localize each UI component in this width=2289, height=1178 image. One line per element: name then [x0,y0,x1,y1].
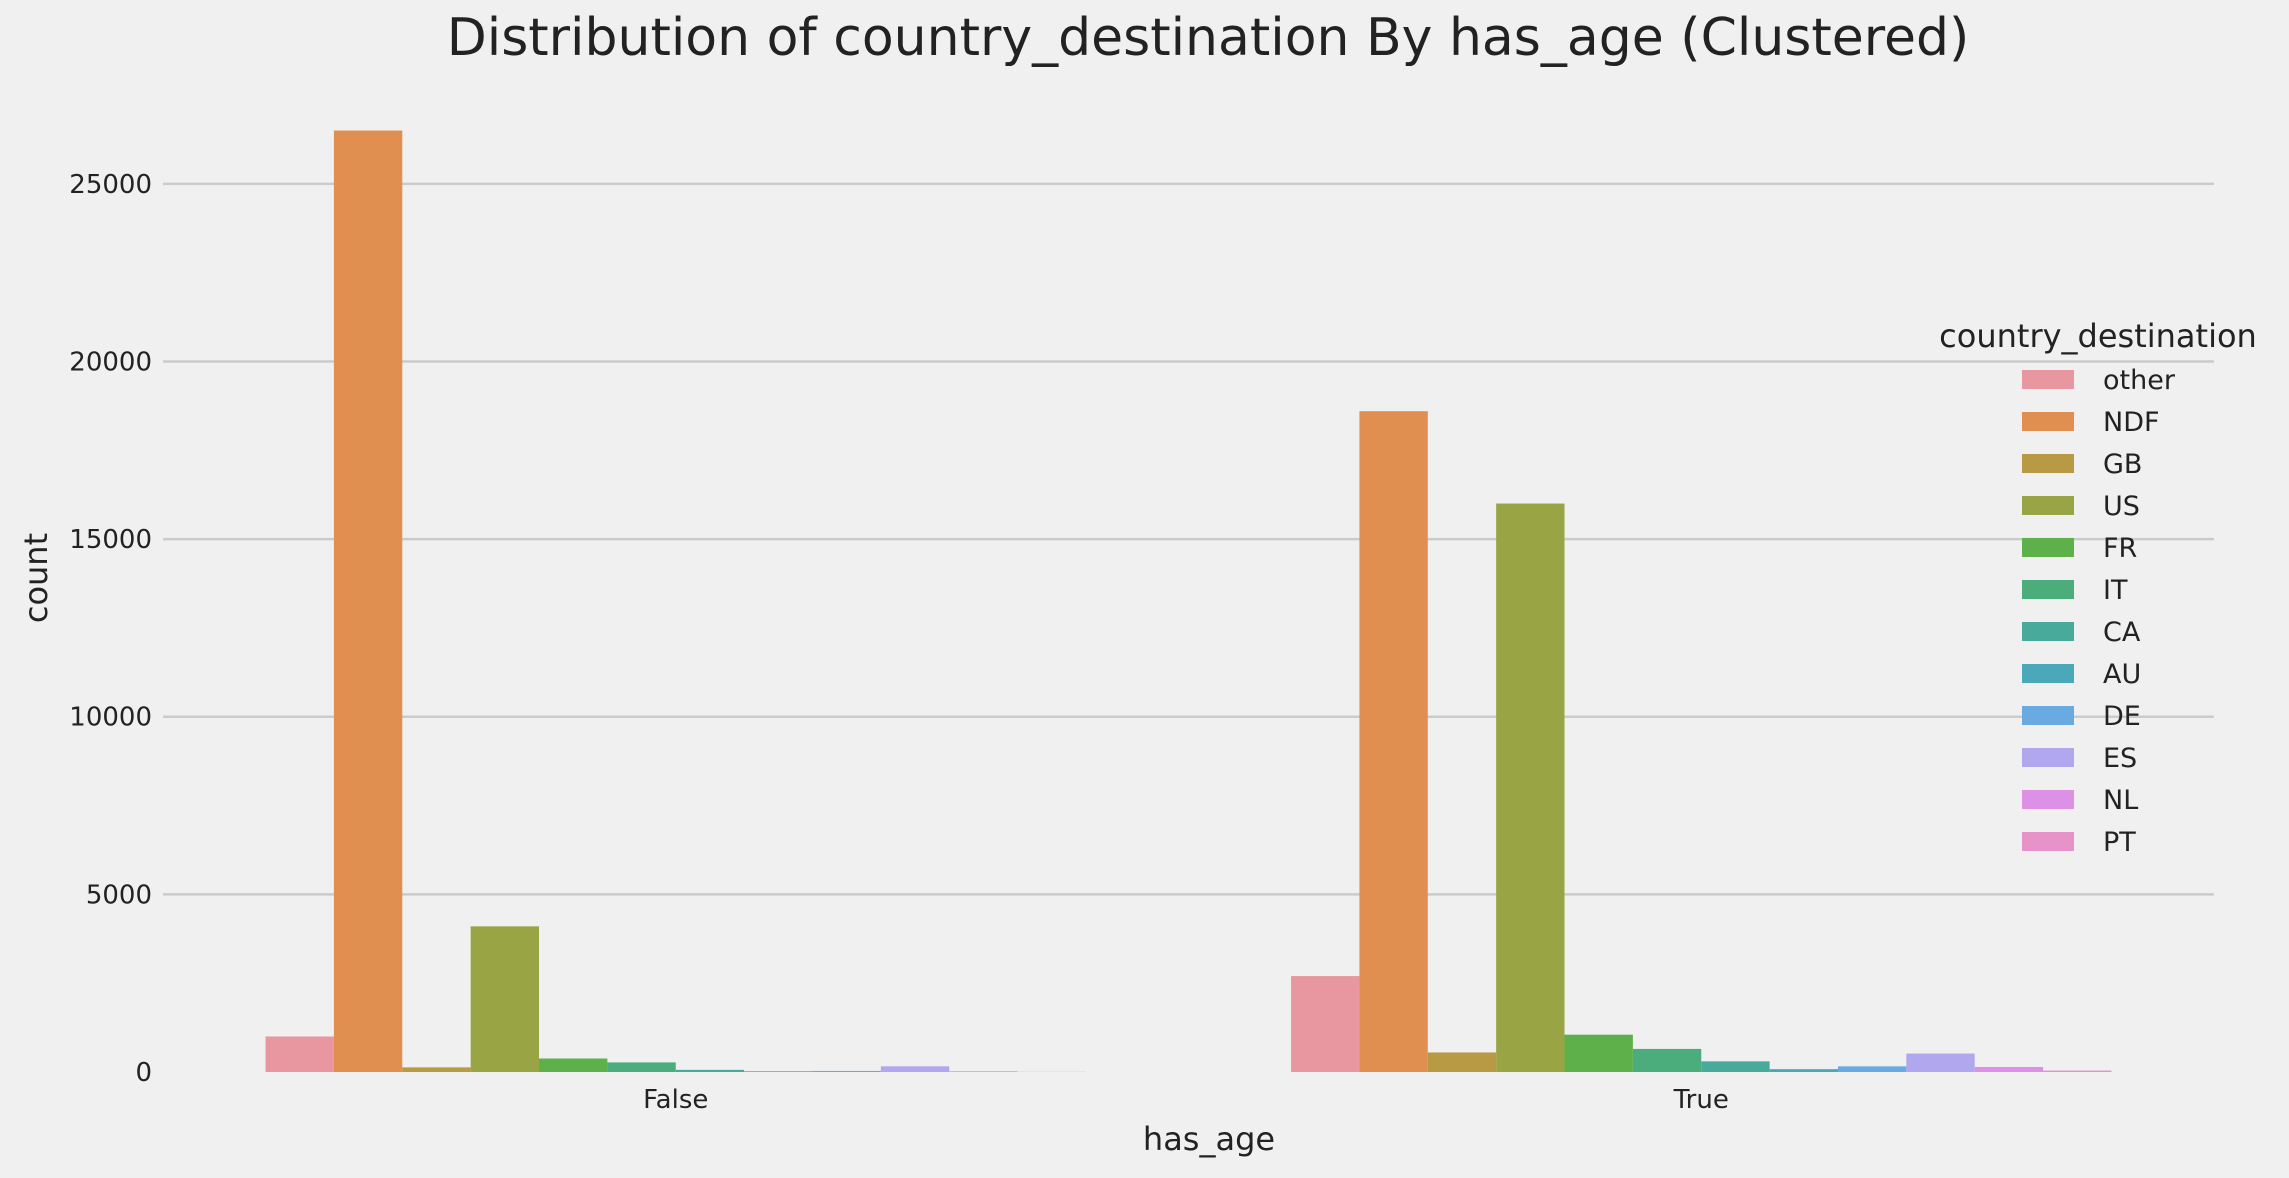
legend-swatch-IT [2022,580,2074,599]
bar-ES-True [1906,1053,1975,1072]
bar-CA-True [1701,1061,1770,1072]
bar-other-True [1291,976,1360,1072]
x-tick-label-False: False [643,1085,708,1115]
bar-other-False [265,1036,334,1072]
bar-US-True [1496,503,1565,1073]
legend-swatch-ES [2022,748,2074,767]
bar-DE-True [1837,1066,1907,1072]
bar-NDF-False [333,130,403,1072]
legend-label-US: US [2103,491,2140,522]
bar-NL-True [1974,1067,2044,1072]
bar-DE-False [812,1070,881,1072]
legend-swatch-AU [2022,664,2074,683]
legend-swatch-GB [2022,454,2074,473]
legend-label-PT: PT [2103,827,2136,858]
legend-swatch-US [2022,496,2074,515]
legend-swatch-DE [2022,706,2074,725]
bar-FR-True [1564,1034,1633,1072]
bar-IT-False [607,1062,676,1072]
bar-ES-False [880,1066,950,1072]
bar-AU-True [1769,1069,1838,1072]
y-tick-label-25000: 25000 [69,170,152,200]
legend-label-NL: NL [2103,785,2138,816]
legend: country_destination other NDF GB US FR IT CA AU… [1939,317,2257,858]
legend-label-CA: CA [2103,617,2141,648]
legend-swatch-FR [2022,538,2074,557]
legend-label-ES: ES [2103,743,2137,774]
y-tick-label-20000: 20000 [69,347,152,377]
bar-AU-False [744,1071,813,1072]
y-tick-label-10000: 10000 [69,703,152,733]
y-tick-label-5000: 5000 [86,880,152,910]
legend-swatch-CA [2022,622,2074,641]
bar-US-False [470,926,540,1072]
legend-label-IT: IT [2103,575,2128,606]
legend-label-FR: FR [2103,533,2137,564]
bar-FR-False [539,1058,608,1072]
gridlines [163,182,2214,896]
x-axis-label: has_age [1143,1120,1275,1158]
legend-label-DE: DE [2103,701,2141,732]
x-tick-label-True: True [1673,1085,1729,1115]
y-axis-label: count [17,533,55,623]
bar-GB-False [402,1067,471,1072]
bars [265,130,2112,1073]
legend-label-NDF: NDF [2103,407,2160,438]
x-axis-ticks: False True [643,1085,1729,1115]
bar-IT-True [1632,1048,1702,1072]
y-tick-label-15000: 15000 [69,525,152,555]
bar-NL-False [949,1071,1018,1072]
legend-title: country_destination [1939,317,2257,355]
chart-title: Distribution of country_destination By h… [446,8,1970,68]
y-axis-ticks: 0 5000 10000 15000 20000 25000 [69,170,152,1088]
bar-NDF-True [1359,411,1428,1072]
y-tick-label-0: 0 [135,1058,152,1088]
legend-label-AU: AU [2103,659,2141,690]
legend-label-GB: GB [2103,449,2142,480]
bar-PT-True [2043,1070,2112,1072]
legend-swatch-other [2022,370,2074,389]
bar-CA-False [675,1069,745,1072]
legend-swatch-PT [2022,832,2074,851]
legend-swatch-NL [2022,790,2074,809]
legend-label-other: other [2103,365,2176,396]
bar-GB-True [1427,1052,1497,1072]
legend-swatch-NDF [2022,412,2074,431]
